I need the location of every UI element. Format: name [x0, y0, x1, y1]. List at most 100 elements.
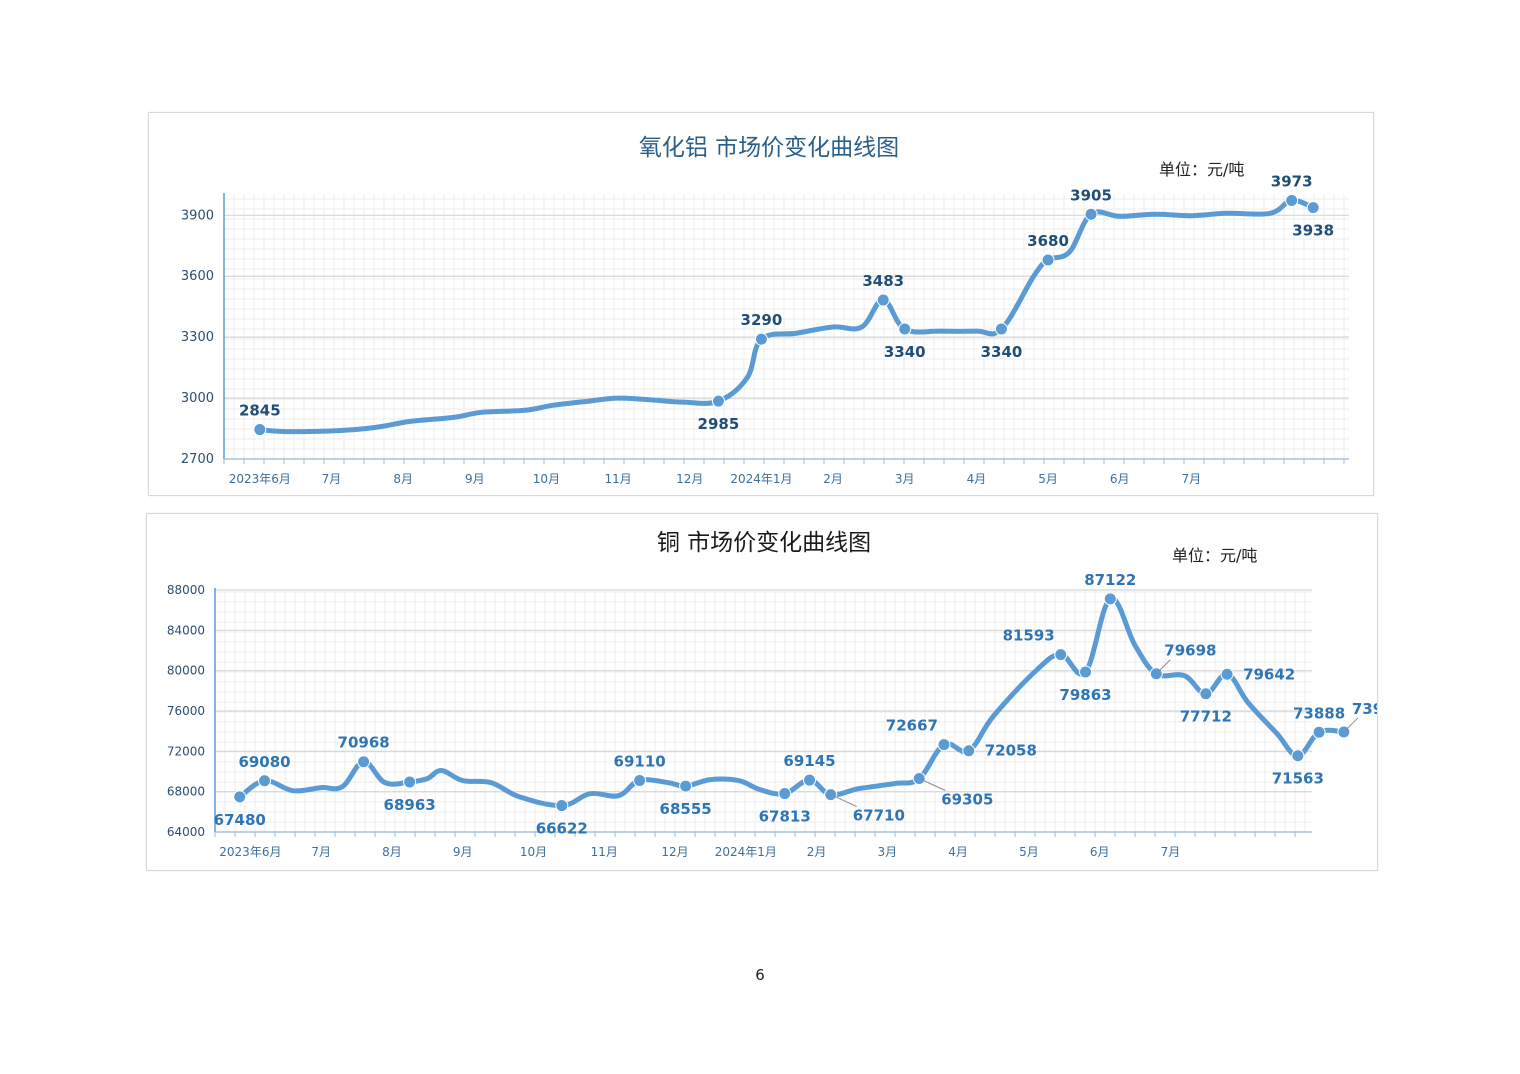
- data-label: 3290: [741, 311, 783, 329]
- data-label: 87122: [1084, 571, 1136, 589]
- data-label: 79863: [1059, 686, 1111, 704]
- data-point: [633, 773, 647, 787]
- x-tick-label: 6月: [1110, 472, 1130, 486]
- data-point: [357, 755, 371, 769]
- data-label: 69305: [941, 791, 993, 809]
- y-tick-label: 3000: [181, 391, 214, 406]
- x-tick-label: 5月: [1038, 472, 1058, 486]
- data-label: 71563: [1272, 770, 1324, 788]
- x-tick-label: 9月: [465, 472, 485, 486]
- data-point: [1084, 207, 1098, 221]
- data-label: 67710: [853, 807, 905, 825]
- data-point: [1054, 648, 1068, 662]
- x-tick-label: 8月: [393, 472, 413, 486]
- data-label: 73922: [1352, 700, 1377, 718]
- data-point: [898, 322, 912, 336]
- grid: [214, 589, 1312, 833]
- x-tick-label: 10月: [533, 472, 560, 486]
- label-leader: [1155, 659, 1171, 675]
- data-point: [754, 332, 768, 346]
- x-tick-label: 4月: [967, 472, 987, 486]
- x-tick-label: 2023年6月: [219, 845, 281, 859]
- y-tick-label: 2700: [181, 452, 214, 467]
- data-label: 72058: [985, 742, 1037, 760]
- label-leader: [918, 778, 946, 791]
- x-tick-label: 9月: [453, 845, 473, 859]
- x-tick-label: 7月: [322, 472, 342, 486]
- label-leader: [1343, 717, 1359, 733]
- data-point: [711, 394, 725, 408]
- y-tick-label: 88000: [167, 583, 205, 597]
- data-point: [233, 790, 247, 804]
- x-tick-label: 7月: [1161, 845, 1181, 859]
- x-tick-label: 11月: [591, 845, 618, 859]
- data-point: [679, 779, 693, 793]
- grid: [223, 195, 1349, 460]
- x-tick-label: 3月: [895, 472, 915, 486]
- data-point: [1291, 749, 1305, 763]
- x-tick-label: 4月: [948, 845, 968, 859]
- copper-chart-svg: 铜 市场价变化曲线图 单位：元/吨 64000 68000 72000 76000 8000…: [167, 530, 1377, 859]
- x-tick-label: 7月: [1182, 472, 1202, 486]
- data-label: 3483: [862, 272, 904, 290]
- x-tick-label: 2024年1月: [730, 472, 792, 486]
- x-tick-label: 6月: [1090, 845, 1110, 859]
- data-label: 73888: [1293, 704, 1345, 722]
- data-point: [1220, 667, 1234, 681]
- data-label: 69110: [614, 752, 666, 770]
- data-label: 3905: [1070, 186, 1112, 204]
- data-point: [778, 787, 792, 801]
- data-label: 68963: [384, 796, 436, 814]
- data-label: 72667: [886, 717, 938, 735]
- unit-label: 单位：元/吨: [1172, 546, 1257, 565]
- data-label: 68555: [660, 800, 712, 818]
- data-label: 77712: [1180, 708, 1232, 726]
- data-label: 66622: [536, 820, 588, 838]
- data-point: [258, 774, 272, 788]
- data-label: 2985: [698, 415, 740, 433]
- data-label: 2845: [239, 402, 281, 420]
- y-tick-label: 84000: [167, 623, 205, 637]
- data-label: 79642: [1243, 665, 1295, 683]
- chart-title: 氧化铝 市场价变化曲线图: [639, 135, 899, 161]
- data-label: 79698: [1164, 642, 1216, 660]
- y-tick-label: 3600: [181, 269, 214, 284]
- label-leader: [830, 794, 857, 808]
- x-tick-label: 12月: [661, 845, 688, 859]
- data-label: 69080: [238, 753, 290, 771]
- data-label: 70968: [338, 734, 390, 752]
- y-tick-label: 68000: [167, 785, 205, 799]
- chart-title: 铜 市场价变化曲线图: [657, 530, 871, 556]
- x-tick-label: 2024年1月: [715, 845, 777, 859]
- data-point: [1079, 665, 1093, 679]
- data-point: [994, 322, 1008, 336]
- x-tick-label: 2023年6月: [229, 472, 291, 486]
- data-label: 67480: [214, 811, 266, 829]
- x-tick-label: 2月: [807, 845, 827, 859]
- x-tick-label: 5月: [1019, 845, 1039, 859]
- data-point: [937, 738, 951, 752]
- data-point: [1199, 687, 1213, 701]
- data-point: [1306, 201, 1320, 215]
- x-tick-label: 10月: [520, 845, 547, 859]
- y-tick-label: 76000: [167, 704, 205, 718]
- data-point: [876, 293, 890, 307]
- series-line: [257, 197, 1316, 435]
- unit-label: 单位：元/吨: [1159, 160, 1244, 179]
- x-tick-label: 2月: [823, 472, 843, 486]
- y-tick-label: 3300: [181, 330, 214, 345]
- page-number: 6: [755, 966, 765, 984]
- alumina-price-chart: 氧化铝 市场价变化曲线图 单位：元/吨 2700 3000 3300 3600 3900 20…: [148, 112, 1374, 496]
- data-label: 67813: [759, 808, 811, 826]
- data-label: 3938: [1292, 222, 1334, 240]
- data-label: 69145: [783, 752, 835, 770]
- x-tick-label: 12月: [676, 472, 703, 486]
- data-point: [403, 775, 417, 789]
- x-tick-label: 11月: [604, 472, 631, 486]
- data-point: [555, 799, 569, 813]
- x-tick-label: 8月: [382, 845, 402, 859]
- x-tick-label: 7月: [311, 845, 331, 859]
- x-tick-label: 3月: [878, 845, 898, 859]
- y-tick-label: 72000: [167, 744, 205, 758]
- data-point: [253, 423, 267, 437]
